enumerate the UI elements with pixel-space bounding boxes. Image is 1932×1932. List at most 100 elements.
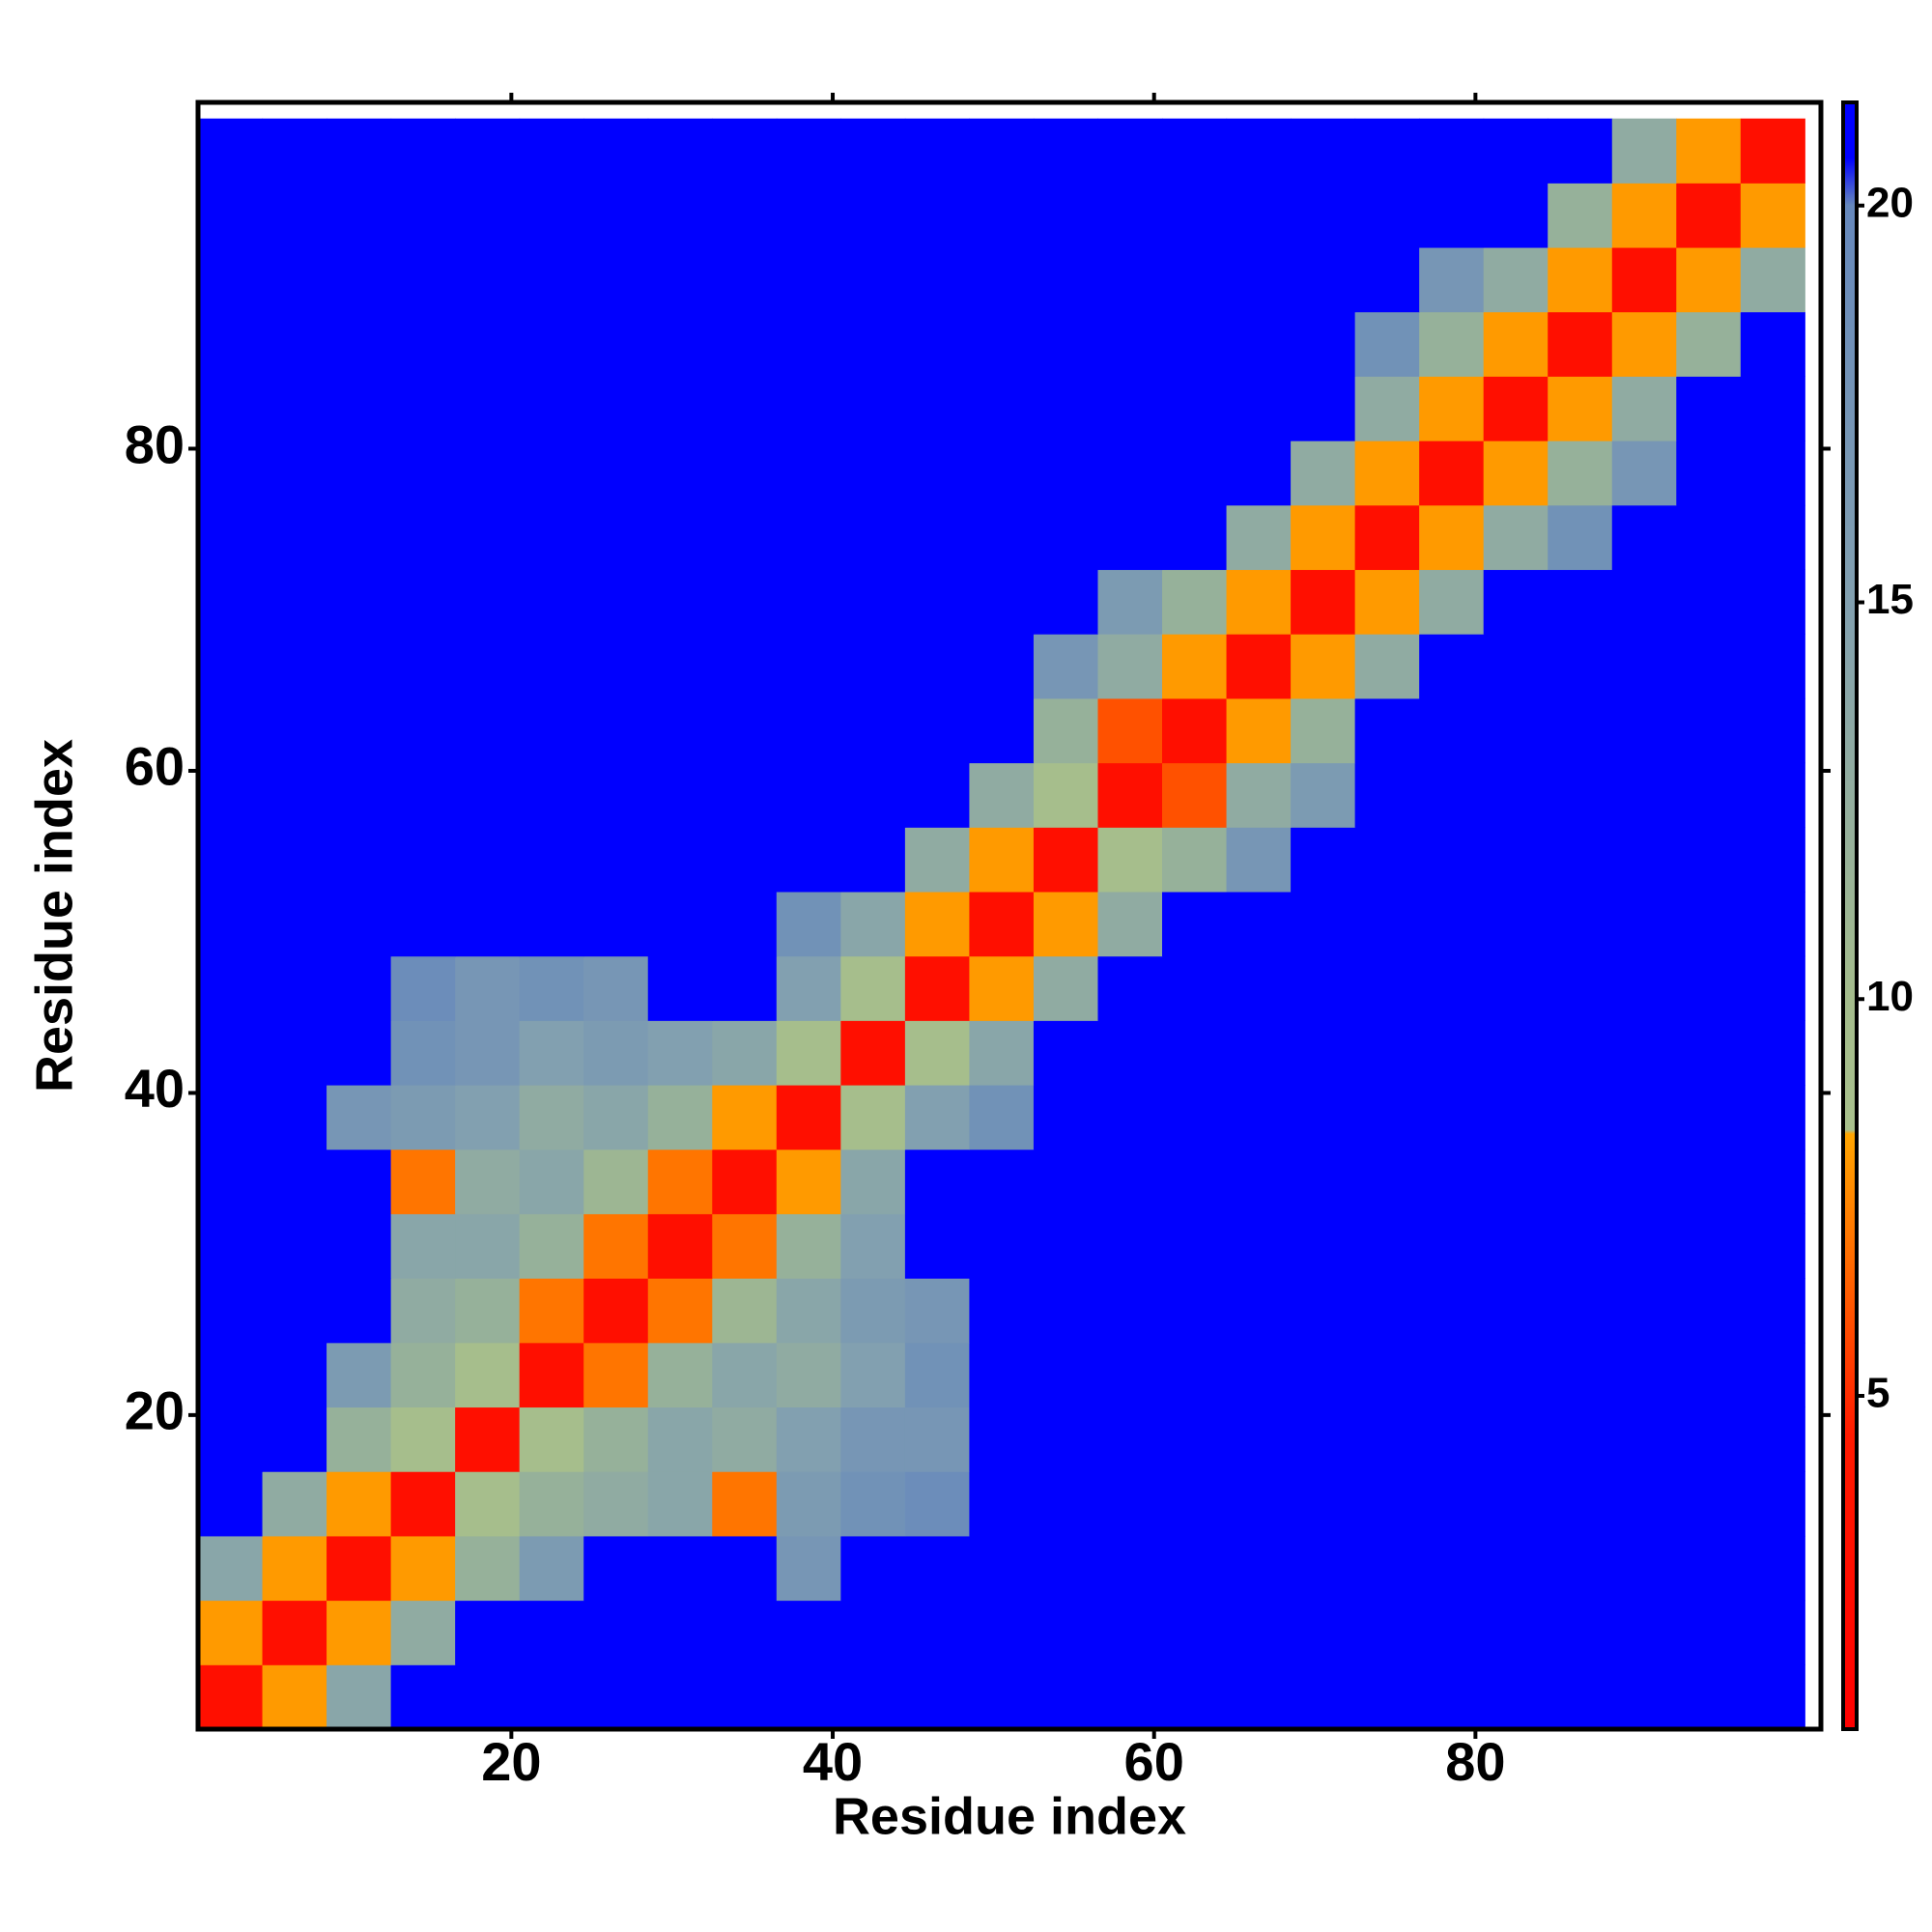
heatmap-cell <box>583 1085 649 1151</box>
heatmap-cell <box>1226 827 1292 893</box>
heatmap-cell <box>776 118 841 184</box>
heatmap-cell <box>1419 955 1485 1021</box>
colorbar-tick-label: 20 <box>1866 179 1914 226</box>
heatmap-cell <box>1354 1278 1420 1344</box>
heatmap-cell <box>1611 1278 1677 1344</box>
heatmap-cell <box>1419 697 1485 764</box>
heatmap-cell <box>1676 376 1742 441</box>
heatmap-cell <box>455 827 521 893</box>
heatmap-cell <box>390 1213 456 1279</box>
heatmap-cell <box>1033 376 1098 441</box>
heatmap-cell <box>327 891 392 957</box>
heatmap-cell <box>904 1149 970 1214</box>
heatmap-cell <box>519 569 584 635</box>
heatmap-cell <box>776 955 841 1021</box>
heatmap-cell <box>840 634 906 699</box>
heatmap-cell <box>1226 440 1292 506</box>
heatmap-cell <box>198 762 264 828</box>
heatmap-cell <box>1548 891 1613 957</box>
heatmap-cell <box>776 1600 841 1665</box>
heatmap-cell <box>583 1020 649 1086</box>
heatmap-cell <box>1097 311 1163 377</box>
heatmap-cell <box>1226 1535 1292 1602</box>
heatmap-cell <box>198 1213 264 1279</box>
heatmap-cell <box>776 634 841 699</box>
heatmap-cell <box>262 1600 327 1665</box>
heatmap-cell <box>1354 376 1420 441</box>
heatmap-cell <box>1291 762 1356 828</box>
heatmap-cell <box>1162 1342 1228 1408</box>
heatmap-cell <box>1676 1471 1742 1537</box>
heatmap-cell <box>455 183 521 248</box>
heatmap-cell <box>840 183 906 248</box>
heatmap-cell <box>1226 1406 1292 1472</box>
heatmap-cell <box>1676 827 1742 893</box>
heatmap-cell <box>1419 569 1485 635</box>
heatmap-cell <box>1419 1406 1485 1472</box>
heatmap-cell <box>712 634 778 699</box>
heatmap-cell <box>1033 1149 1098 1214</box>
heatmap-cell <box>1483 1020 1548 1086</box>
heatmap-cell <box>1291 1020 1356 1086</box>
heatmap-cell <box>1740 311 1805 377</box>
heatmap-cell <box>904 247 970 313</box>
heatmap-cell <box>904 1664 970 1730</box>
heatmap-cell <box>1611 1406 1677 1472</box>
heatmap-cell <box>1226 1278 1292 1344</box>
heatmap-cell <box>1354 955 1420 1021</box>
heatmap-cell <box>1676 440 1742 506</box>
heatmap-cell <box>1033 1600 1098 1665</box>
heatmap-cell <box>1611 634 1677 699</box>
heatmap-cell <box>455 1342 521 1408</box>
heatmap-cell <box>647 827 713 893</box>
heatmap-cell <box>1226 183 1292 248</box>
heatmap-cell <box>1740 376 1805 441</box>
heatmap-cell <box>969 634 1035 699</box>
heatmap-cell <box>1419 1471 1485 1537</box>
heatmap-cell <box>1611 762 1677 828</box>
heatmap-cell <box>519 762 584 828</box>
heatmap-cell <box>840 827 906 893</box>
heatmap-cell <box>1033 955 1098 1021</box>
heatmap-cell <box>1548 827 1613 893</box>
heatmap-cell <box>1676 1664 1742 1730</box>
heatmap-cell <box>712 891 778 957</box>
heatmap-cell <box>1226 1020 1292 1086</box>
heatmap-cell <box>1097 1535 1163 1602</box>
heatmap-cell <box>840 1278 906 1344</box>
heatmap-cell <box>647 1278 713 1344</box>
heatmap-cell <box>1419 118 1485 184</box>
heatmap-cell <box>327 1342 392 1408</box>
heatmap-cell <box>583 1149 649 1214</box>
x-tick-label: 60 <box>1124 1731 1184 1792</box>
heatmap-cell <box>1354 1664 1420 1730</box>
heatmap-cell <box>327 569 392 635</box>
heatmap-cell <box>198 504 264 571</box>
heatmap-cell <box>1291 1278 1356 1344</box>
heatmap-cell <box>776 762 841 828</box>
plot-frame <box>195 99 1824 1732</box>
heatmap-cell <box>519 827 584 893</box>
heatmap-cell <box>712 697 778 764</box>
heatmap-cell <box>776 1149 841 1214</box>
heatmap-cell <box>969 1600 1035 1665</box>
heatmap-cell <box>1162 504 1228 571</box>
heatmap-cell <box>647 1600 713 1665</box>
heatmap-cell <box>1740 247 1805 313</box>
heatmap-cell <box>1483 1213 1548 1279</box>
heatmap-cell <box>1483 1535 1548 1602</box>
heatmap-cell <box>904 1406 970 1472</box>
heatmap-cell <box>1354 1342 1420 1408</box>
heatmap-cell <box>455 955 521 1021</box>
colorbar-tick-label: 5 <box>1866 1370 1889 1417</box>
heatmap-cell <box>1548 955 1613 1021</box>
heatmap-cell <box>198 1535 264 1602</box>
heatmap-cell <box>647 183 713 248</box>
heatmap-cell <box>455 376 521 441</box>
heatmap-cell <box>1419 504 1485 571</box>
heatmap-cell <box>262 569 327 635</box>
heatmap-cell <box>1611 1600 1677 1665</box>
heatmap-cell <box>776 891 841 957</box>
heatmap-cell <box>712 762 778 828</box>
heatmap-cell <box>390 827 456 893</box>
